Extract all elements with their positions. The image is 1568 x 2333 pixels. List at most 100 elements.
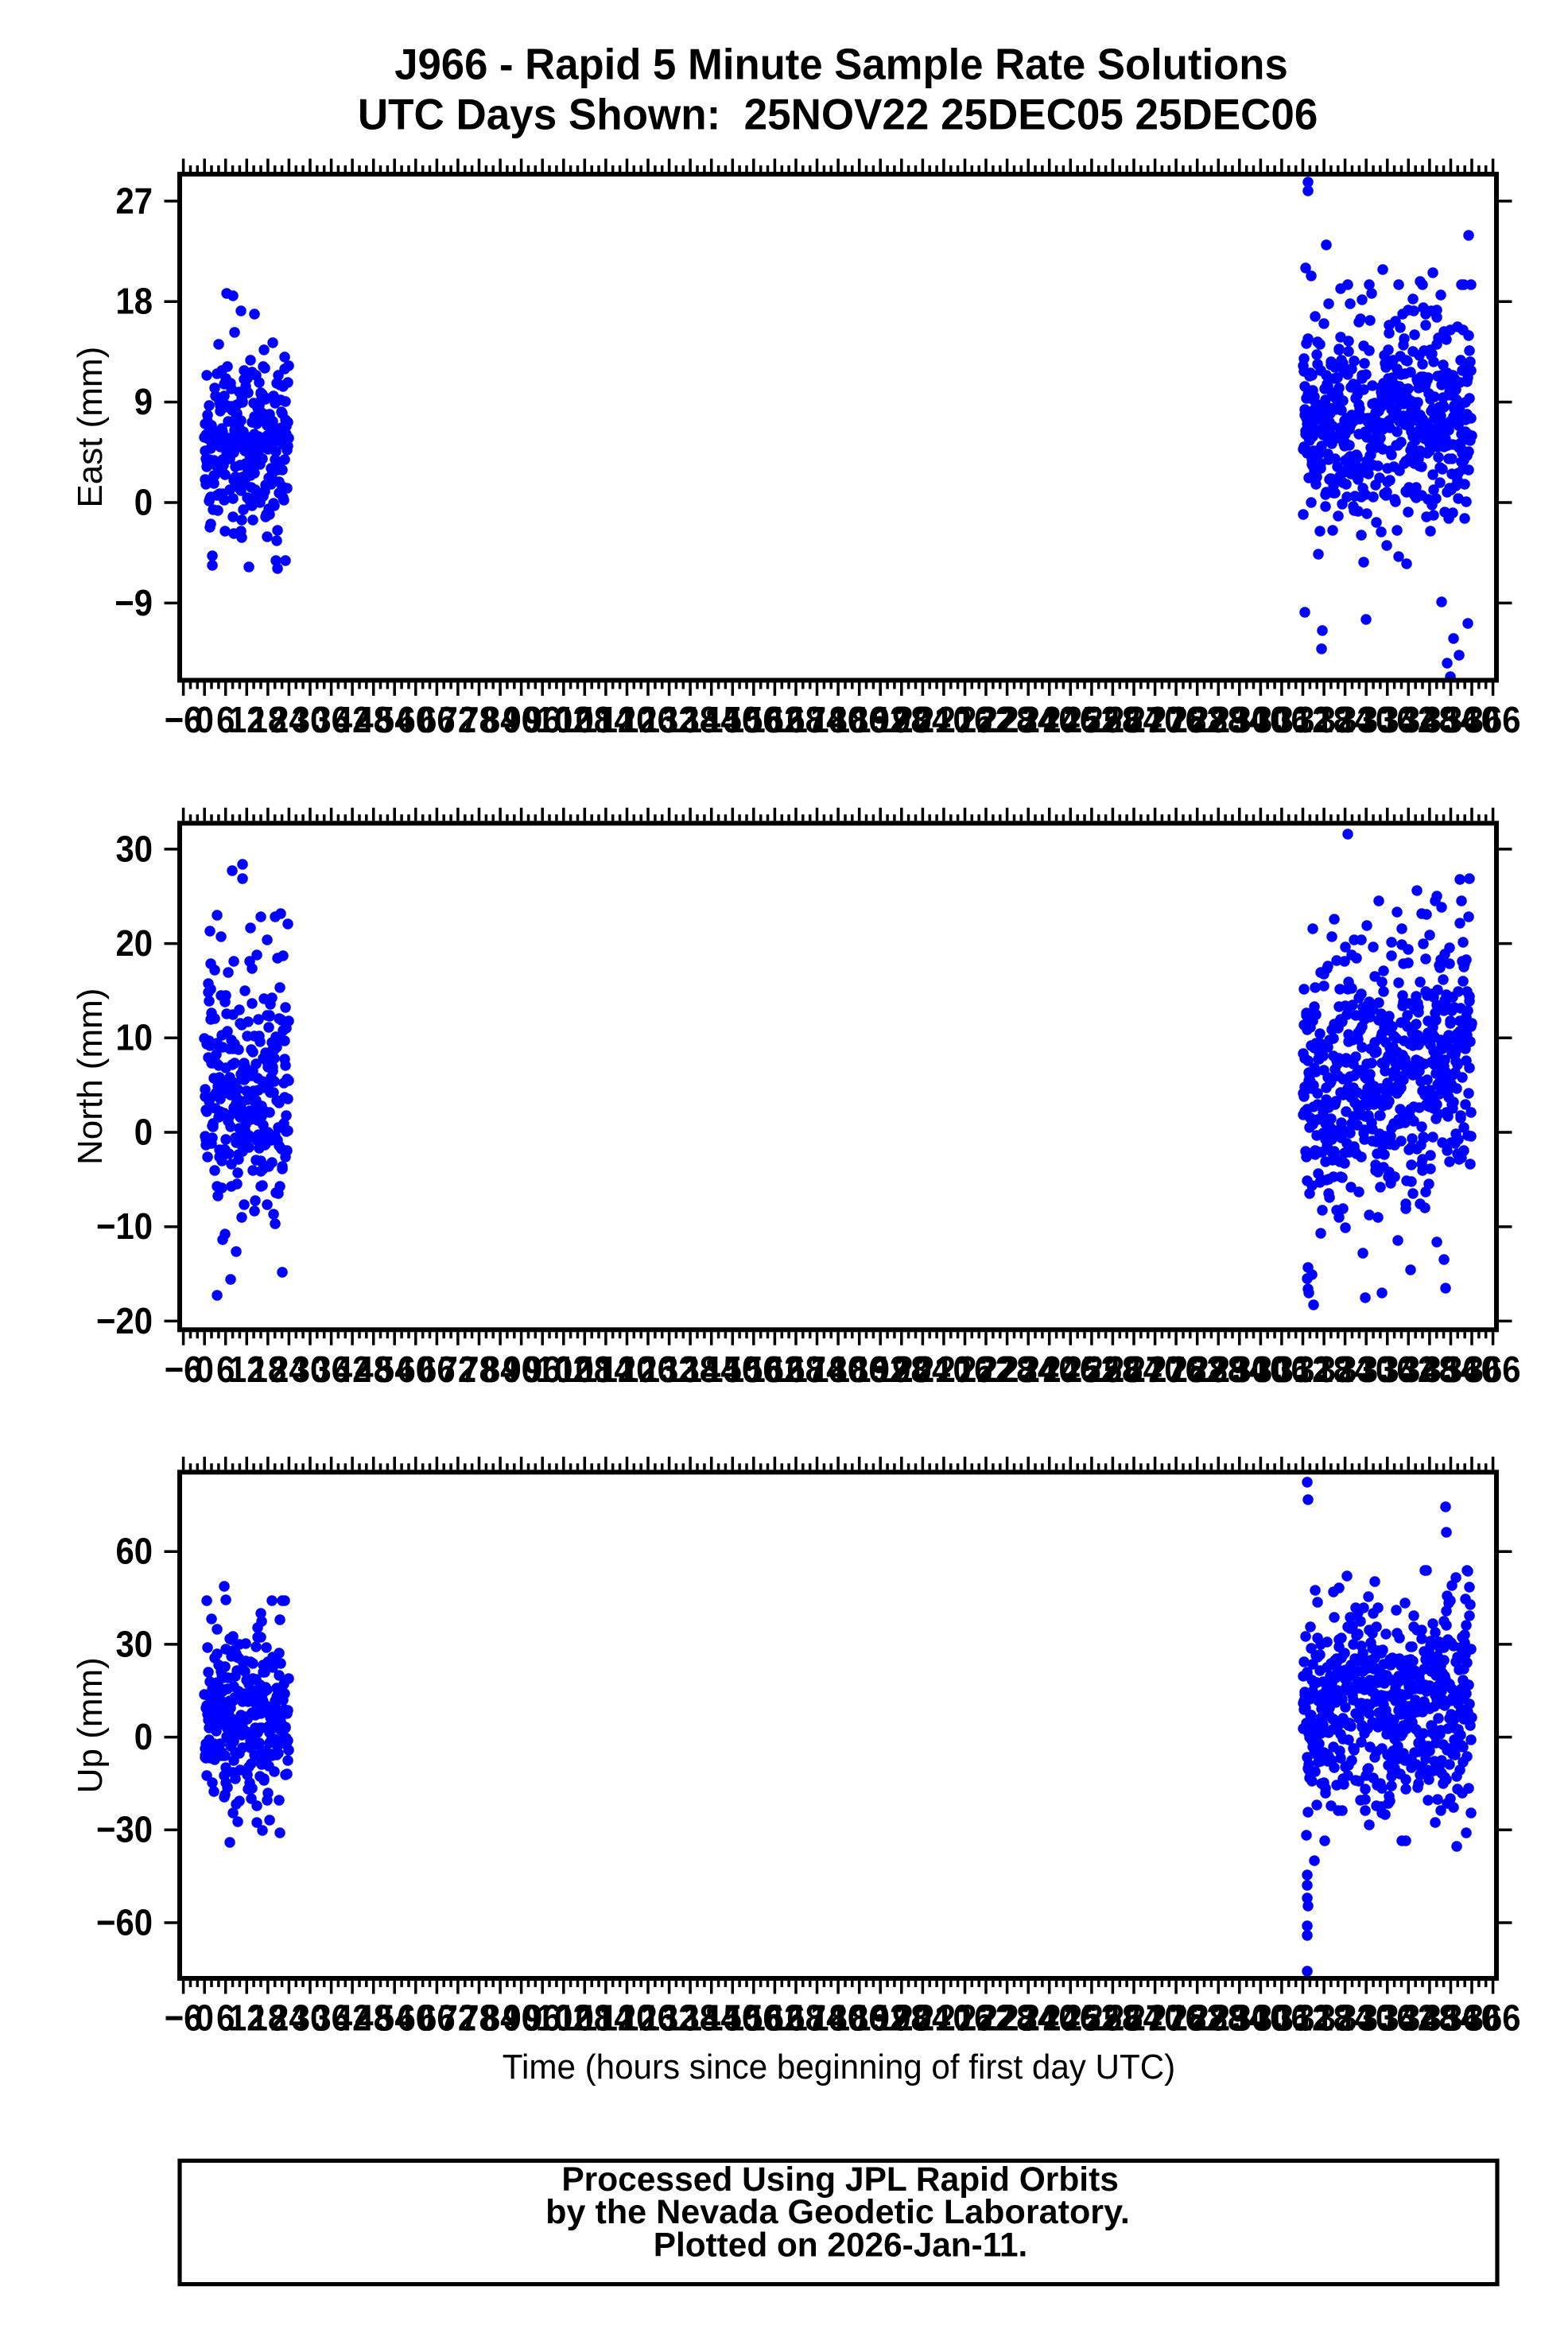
svg-text:300: 300 xyxy=(1232,1998,1288,2040)
svg-text:330: 330 xyxy=(1338,1349,1394,1391)
svg-text:84: 84 xyxy=(482,700,519,741)
svg-text:186: 186 xyxy=(832,1349,887,1391)
svg-text:174: 174 xyxy=(790,700,845,741)
svg-text:300: 300 xyxy=(1232,1349,1288,1391)
svg-text:−20: −20 xyxy=(96,1301,153,1342)
svg-text:324: 324 xyxy=(1318,700,1373,741)
svg-text:66: 66 xyxy=(418,1998,456,2040)
svg-text:156: 156 xyxy=(726,1998,782,2040)
svg-text:186: 186 xyxy=(832,700,887,741)
svg-text:−10: −10 xyxy=(96,1206,153,1248)
svg-text:162: 162 xyxy=(747,700,802,741)
svg-text:108: 108 xyxy=(557,1998,612,2040)
svg-text:294: 294 xyxy=(1212,1349,1267,1391)
svg-text:114: 114 xyxy=(579,1349,633,1391)
svg-text:198: 198 xyxy=(874,1349,930,1391)
svg-text:96: 96 xyxy=(524,1349,561,1391)
svg-text:78: 78 xyxy=(460,1349,498,1391)
svg-text:Time (hours since beginning of: Time (hours since beginning of first day… xyxy=(503,2048,1175,2087)
svg-text:72: 72 xyxy=(440,1998,477,2040)
svg-text:366: 366 xyxy=(1465,700,1521,741)
svg-text:126: 126 xyxy=(620,1349,676,1391)
svg-text:0: 0 xyxy=(134,1717,153,1758)
svg-text:0: 0 xyxy=(134,1112,153,1153)
svg-text:36: 36 xyxy=(312,1349,350,1391)
svg-text:North (mm): North (mm) xyxy=(71,988,110,1165)
svg-text:126: 126 xyxy=(620,1998,676,2040)
svg-text:198: 198 xyxy=(874,700,930,741)
svg-text:288: 288 xyxy=(1190,700,1246,741)
svg-text:12: 12 xyxy=(228,1349,266,1391)
svg-text:276: 276 xyxy=(1148,1998,1204,2040)
svg-text:246: 246 xyxy=(1042,1349,1098,1391)
svg-text:324: 324 xyxy=(1318,1998,1373,2040)
svg-text:246: 246 xyxy=(1042,1998,1098,2040)
svg-text:48: 48 xyxy=(355,1349,392,1391)
svg-text:270: 270 xyxy=(1127,700,1183,741)
svg-text:240: 240 xyxy=(1022,700,1077,741)
svg-text:258: 258 xyxy=(1085,700,1140,741)
svg-text:96: 96 xyxy=(524,700,561,741)
svg-text:12: 12 xyxy=(228,1998,266,2040)
svg-text:30: 30 xyxy=(115,1624,153,1665)
svg-text:96: 96 xyxy=(524,1998,561,2040)
svg-text:UTC Days Shown: 25NOV22 25DEC: UTC Days Shown: 25NOV22 25DEC05 25DEC06 xyxy=(358,91,1318,139)
svg-text:0: 0 xyxy=(196,1998,214,2040)
svg-text:282: 282 xyxy=(1170,1349,1225,1391)
svg-text:360: 360 xyxy=(1444,1998,1500,2040)
svg-text:264: 264 xyxy=(1106,700,1162,741)
svg-text:156: 156 xyxy=(726,700,782,741)
svg-text:192: 192 xyxy=(852,1998,908,2040)
svg-text:−30: −30 xyxy=(96,1810,153,1851)
svg-text:240: 240 xyxy=(1022,1349,1077,1391)
svg-text:336: 336 xyxy=(1360,1349,1415,1391)
svg-text:90: 90 xyxy=(503,700,540,741)
svg-text:222: 222 xyxy=(958,1349,1014,1391)
svg-text:162: 162 xyxy=(747,1349,802,1391)
svg-text:252: 252 xyxy=(1064,1349,1120,1391)
svg-text:288: 288 xyxy=(1190,1349,1246,1391)
svg-text:306: 306 xyxy=(1254,1998,1310,2040)
svg-text:72: 72 xyxy=(440,1349,477,1391)
svg-text:204: 204 xyxy=(895,1998,950,2040)
svg-text:132: 132 xyxy=(642,1349,697,1391)
svg-text:192: 192 xyxy=(852,1349,908,1391)
svg-text:168: 168 xyxy=(768,1349,824,1391)
svg-text:168: 168 xyxy=(768,700,824,741)
svg-text:180: 180 xyxy=(810,1998,866,2040)
svg-text:120: 120 xyxy=(600,700,655,741)
svg-text:36: 36 xyxy=(312,700,350,741)
svg-text:330: 330 xyxy=(1338,1998,1394,2040)
svg-text:198: 198 xyxy=(874,1998,930,2040)
svg-text:306: 306 xyxy=(1254,1349,1310,1391)
svg-text:−60: −60 xyxy=(96,1902,153,1943)
svg-text:300: 300 xyxy=(1232,700,1288,741)
svg-text:0: 0 xyxy=(134,482,153,523)
svg-text:294: 294 xyxy=(1212,1998,1267,2040)
svg-text:27: 27 xyxy=(115,181,153,222)
svg-text:276: 276 xyxy=(1148,1349,1204,1391)
svg-text:Processed Using JPL Rapid Orbi: Processed Using JPL Rapid Orbits xyxy=(561,2160,1119,2198)
svg-text:18: 18 xyxy=(250,700,287,741)
svg-text:348: 348 xyxy=(1402,1998,1457,2040)
svg-text:30: 30 xyxy=(292,1349,329,1391)
svg-text:336: 336 xyxy=(1360,1998,1415,2040)
svg-text:270: 270 xyxy=(1127,1998,1183,2040)
svg-text:−6: −6 xyxy=(165,1998,203,2040)
svg-text:6: 6 xyxy=(216,1998,235,2040)
svg-text:342: 342 xyxy=(1380,700,1436,741)
svg-text:108: 108 xyxy=(557,700,612,741)
svg-text:90: 90 xyxy=(503,1998,540,2040)
svg-text:18: 18 xyxy=(250,1349,287,1391)
svg-text:264: 264 xyxy=(1106,1998,1162,2040)
svg-text:258: 258 xyxy=(1085,1998,1140,2040)
svg-text:102: 102 xyxy=(536,700,592,741)
svg-text:354: 354 xyxy=(1423,1349,1479,1391)
svg-text:150: 150 xyxy=(704,1349,760,1391)
svg-text:348: 348 xyxy=(1402,700,1457,741)
svg-text:234: 234 xyxy=(1000,700,1056,741)
svg-text:366: 366 xyxy=(1465,1349,1521,1391)
svg-text:228: 228 xyxy=(980,1998,1035,2040)
svg-text:78: 78 xyxy=(460,1998,498,2040)
svg-text:6: 6 xyxy=(216,700,235,741)
